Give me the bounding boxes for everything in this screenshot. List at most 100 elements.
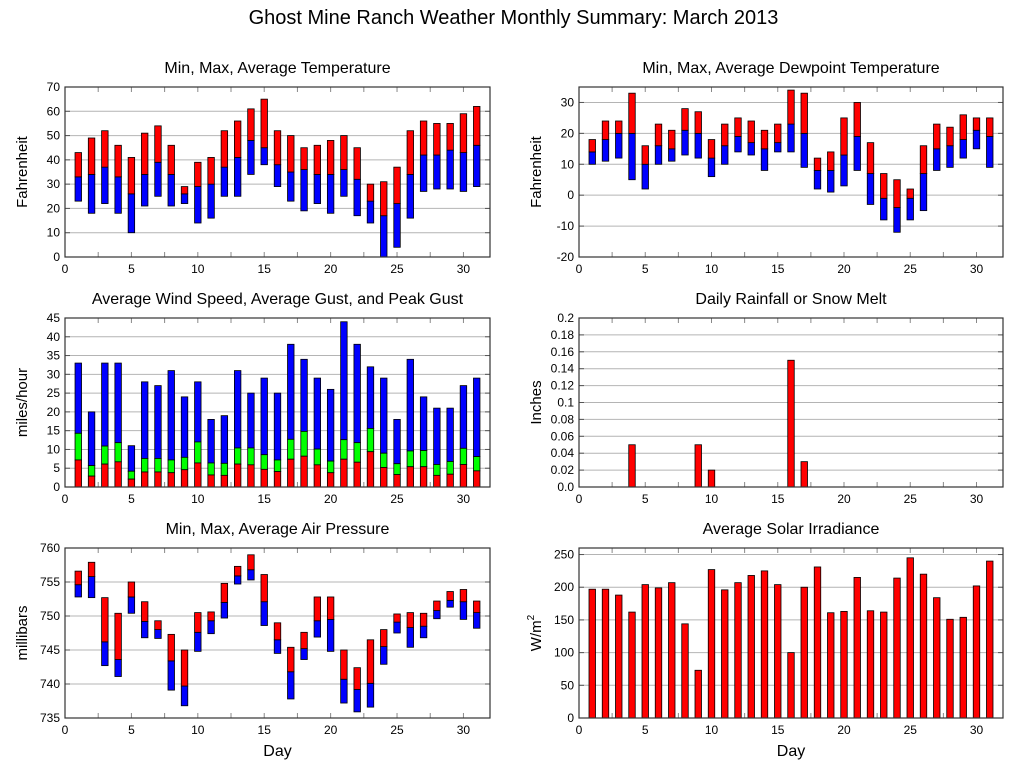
- y-tick-label: 0.2: [557, 311, 574, 325]
- bar-average-gust: [366, 428, 375, 453]
- bar-average-wind: [433, 474, 441, 488]
- bar-value: [840, 611, 848, 719]
- bar-average-wind: [313, 464, 321, 488]
- y-tick-label: 10: [47, 442, 61, 456]
- bar-avg-to-max: [326, 140, 335, 175]
- bar-avg-to-max: [287, 135, 295, 173]
- y-tick-label: 20: [47, 201, 61, 215]
- y-tick-label: 750: [40, 609, 60, 623]
- bar-average-wind: [114, 461, 122, 488]
- bar-min-to-avg: [273, 164, 282, 187]
- bar-min-to-avg: [353, 689, 361, 713]
- bar-average-gust: [406, 450, 414, 468]
- bar-min-to-avg: [707, 157, 716, 178]
- bar-average-gust: [446, 461, 454, 475]
- bar-average-wind: [234, 463, 242, 488]
- bar-min-to-avg: [959, 139, 967, 159]
- bar-average-wind: [446, 473, 454, 488]
- bar-average-gust: [380, 452, 388, 468]
- bar-min-to-avg: [273, 639, 282, 654]
- bar-min-to-avg: [114, 659, 122, 677]
- bar-min-to-avg: [827, 170, 835, 193]
- bar-avg-to-max: [141, 132, 149, 175]
- x-tick-label: 30: [970, 262, 984, 276]
- y-tick-label: 0: [53, 480, 60, 494]
- bar-average-gust: [353, 442, 361, 463]
- bar-peak-gust: [74, 362, 82, 434]
- chart-title: Min, Max, Average Dewpoint Temperature: [642, 60, 939, 77]
- bar-value: [906, 557, 914, 719]
- bar-min-to-avg: [87, 174, 96, 214]
- bar-avg-to-max: [194, 161, 202, 187]
- bar-avg-to-max: [986, 117, 994, 137]
- bar-min-to-avg: [393, 621, 401, 634]
- bar-avg-to-max: [721, 123, 729, 147]
- bar-min-to-avg: [74, 584, 82, 598]
- bar-avg-to-max: [87, 561, 96, 577]
- bar-avg-to-max: [74, 570, 82, 586]
- chart-temp: Min, Max, Average Temperature01020304050…: [14, 60, 491, 276]
- x-tick-label: 20: [837, 492, 851, 506]
- chart-title: Daily Rainfall or Snow Melt: [695, 291, 887, 308]
- bar-average-gust: [340, 439, 348, 460]
- bar-avg-to-max: [734, 117, 742, 137]
- bar-min-to-avg: [287, 671, 295, 700]
- bar-average-gust: [154, 458, 162, 473]
- bar-avg-to-max: [220, 130, 229, 168]
- bar-min-to-avg: [760, 148, 769, 171]
- bar-min-to-avg: [681, 129, 689, 156]
- x-tick-label: 30: [457, 262, 471, 276]
- bar-average-gust: [194, 441, 202, 464]
- bar-min-to-avg: [114, 176, 122, 214]
- bar-average-gust: [473, 456, 481, 472]
- y-tick-label: 30: [47, 177, 61, 191]
- bar-min-to-avg: [588, 151, 596, 165]
- bar-peak-gust: [207, 418, 215, 464]
- y-axis-label: miles/hour: [14, 368, 31, 437]
- y-axis-label: millibars: [14, 605, 31, 660]
- bar-min-to-avg: [473, 144, 481, 187]
- x-tick-label: 5: [128, 262, 135, 276]
- bar-peak-gust: [273, 392, 282, 461]
- y-tick-label: 50: [561, 678, 575, 692]
- bar-min-to-avg: [393, 203, 401, 248]
- bar-value: [601, 588, 610, 719]
- bar-avg-to-max: [933, 123, 941, 150]
- bar-peak-gust: [459, 385, 468, 449]
- bar-avg-to-max: [247, 108, 255, 141]
- x-tick-label: 15: [258, 723, 272, 737]
- bar-value: [853, 577, 861, 719]
- bar-min-to-avg: [694, 132, 702, 159]
- bar-peak-gust: [141, 381, 149, 459]
- bar-avg-to-max: [866, 142, 875, 174]
- plot-frame: [64, 547, 491, 719]
- bar-value: [946, 618, 954, 719]
- bar-min-to-avg: [247, 569, 255, 581]
- bar-peak-gust: [406, 358, 414, 452]
- bar-avg-to-max: [101, 130, 109, 168]
- bar-avg-to-max: [234, 565, 242, 577]
- x-tick-label: 10: [191, 723, 205, 737]
- y-tick-label: 0.04: [551, 446, 575, 460]
- bar-peak-gust: [419, 396, 428, 451]
- bar-avg-to-max: [707, 139, 716, 159]
- bar-avg-to-max: [167, 144, 175, 175]
- bar-peak-gust: [433, 407, 441, 465]
- bar-average-gust: [287, 438, 295, 460]
- bar-value: [986, 560, 994, 719]
- bar-avg-to-max: [313, 144, 321, 175]
- y-tick-label: 35: [47, 349, 61, 363]
- x-tick-label: 20: [837, 262, 851, 276]
- bar-value: [628, 611, 636, 719]
- bar-min-to-avg: [167, 174, 175, 207]
- bar-peak-gust: [180, 396, 189, 458]
- bar-min-to-avg: [260, 601, 268, 626]
- bar-peak-gust: [287, 343, 295, 440]
- bar-min-to-avg: [641, 163, 649, 190]
- bar-min-to-avg: [180, 685, 189, 707]
- bar-value: [919, 573, 928, 719]
- bar-avg-to-max: [419, 120, 428, 156]
- bar-value: [880, 611, 888, 719]
- bar-avg-to-max: [853, 102, 861, 137]
- bar-avg-to-max: [154, 620, 162, 631]
